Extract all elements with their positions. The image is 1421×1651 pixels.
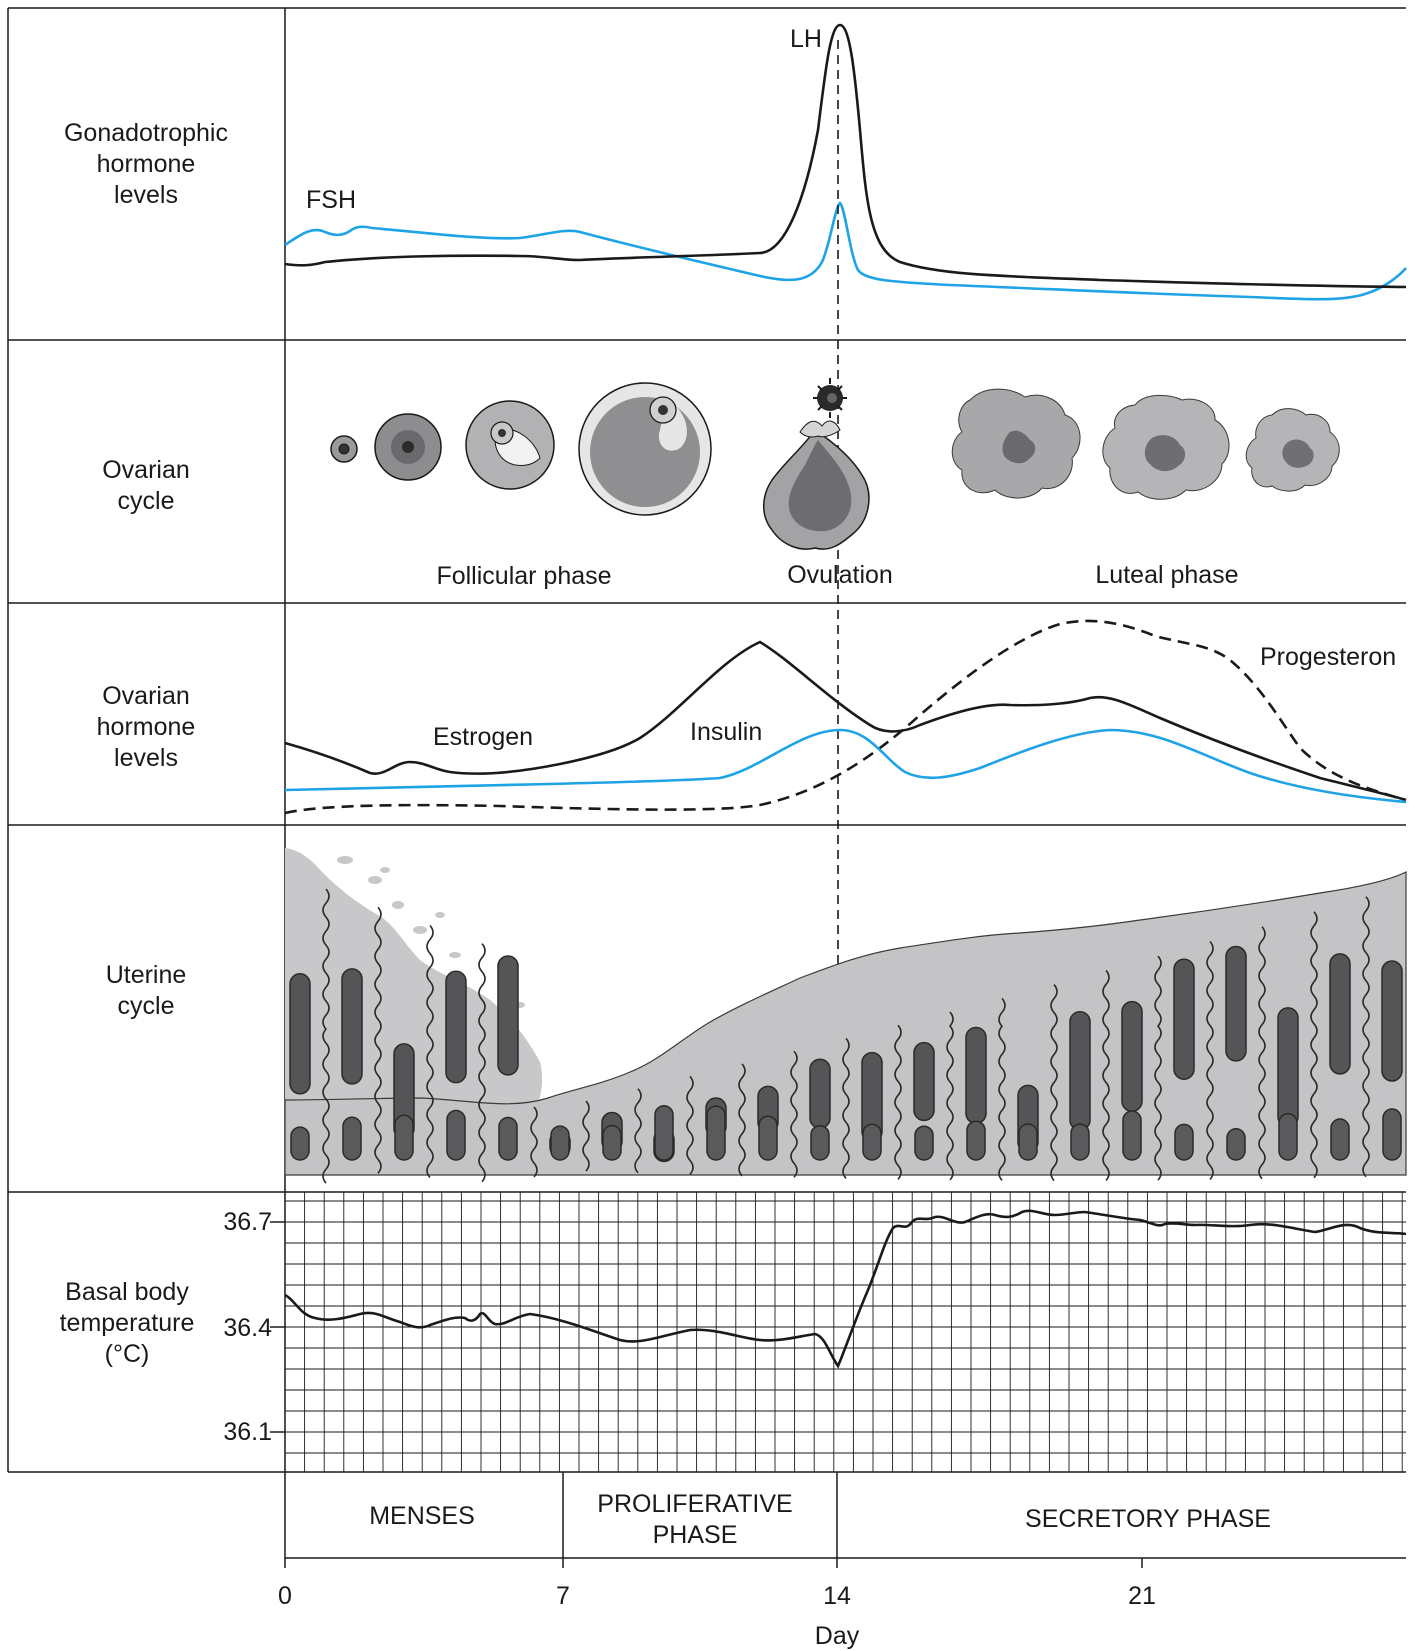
bbt-tick-36-1: 36.1 bbox=[223, 1418, 272, 1446]
uterine-glands bbox=[289, 888, 1403, 1184]
proliferative-label: PROLIFERATIVE PHASE bbox=[597, 1490, 792, 1549]
bbt-y-axis: 36.7 36.4 36.1 bbox=[223, 1208, 285, 1446]
day-tick-14: 14 bbox=[823, 1582, 851, 1610]
row-label-ovarian-hormones: Ovarian hormone levels bbox=[97, 682, 196, 772]
day-tick-0: 0 bbox=[278, 1582, 292, 1610]
panel-frame bbox=[7, 7, 1406, 1568]
bbt-tick-36-4: 36.4 bbox=[223, 1314, 272, 1342]
insulin-label: Insulin bbox=[690, 718, 762, 746]
row-label-gonadotrophic: Gonadotrophic hormone levels bbox=[64, 119, 228, 209]
progesterone-label: Progesteron bbox=[1260, 643, 1396, 671]
fsh-label: FSH bbox=[306, 186, 356, 214]
bbt-grid bbox=[284, 1192, 1406, 1472]
row-label-ovarian-cycle: Ovarian cycle bbox=[102, 456, 190, 515]
menses-label: MENSES bbox=[369, 1502, 475, 1530]
bbt-curve bbox=[284, 1209, 1407, 1369]
row-label-bbt: Basal body temperature (°C) bbox=[60, 1278, 195, 1368]
ovulation-label: Ovulation bbox=[787, 561, 893, 589]
row-label-uterine: Uterine cycle bbox=[106, 961, 187, 1020]
secretory-label: SECRETORY PHASE bbox=[1025, 1505, 1271, 1533]
x-axis-label: Day bbox=[815, 1622, 860, 1650]
progesterone-curve bbox=[284, 619, 1407, 815]
fsh-curve bbox=[284, 201, 1407, 301]
estrogen-curve bbox=[284, 640, 1407, 802]
day-tick-21: 21 bbox=[1128, 1582, 1156, 1610]
ovarian-follicles bbox=[330, 378, 1340, 550]
lh-label: LH bbox=[790, 25, 822, 53]
luteal-phase-label: Luteal phase bbox=[1095, 561, 1238, 589]
lh-curve bbox=[284, 23, 1407, 289]
bbt-tick-36-7: 36.7 bbox=[223, 1208, 272, 1236]
day-tick-7: 7 bbox=[556, 1582, 570, 1610]
follicular-phase-label: Follicular phase bbox=[436, 562, 611, 590]
insulin-curve bbox=[284, 728, 1407, 804]
estrogen-label: Estrogen bbox=[433, 723, 533, 751]
